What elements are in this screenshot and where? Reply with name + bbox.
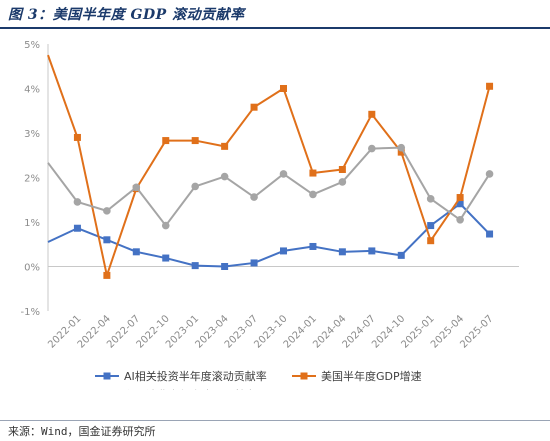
data-point (456, 200, 464, 208)
legend: AI相关投资半年度滚动贡献率 美国半年度GDP增速私人消费半年度滚动贡献率 (95, 369, 422, 390)
legend-label: AI相关投资半年度滚动贡献率 (124, 369, 267, 383)
series-2 (47, 54, 494, 279)
series-line (47, 202, 491, 268)
data-point (162, 137, 170, 145)
data-point (280, 247, 287, 255)
data-point (397, 148, 405, 156)
y-tick-label: 2% (24, 174, 40, 185)
data-point (221, 142, 229, 150)
data-point (191, 137, 199, 145)
data-point (309, 190, 317, 199)
y-tick-label: 5% (24, 40, 40, 51)
data-point (368, 247, 376, 255)
data-point (456, 194, 464, 202)
data-point (73, 224, 81, 232)
data-point (162, 254, 170, 262)
series-1 (47, 200, 494, 270)
data-point (250, 259, 258, 267)
series-layer (47, 54, 494, 279)
y-tick-label: 0% (24, 263, 40, 274)
data-point (338, 165, 346, 173)
data-point (485, 170, 494, 178)
series-line (47, 146, 491, 227)
data-point (280, 85, 287, 92)
y-tick-label: -1% (21, 307, 40, 318)
data-point (132, 183, 141, 192)
y-tick-label: 1% (24, 218, 40, 229)
data-point (309, 169, 317, 177)
data-point (73, 133, 81, 141)
legend-item: AI相关投资半年度滚动贡献率 (95, 369, 267, 383)
data-point (103, 236, 111, 244)
line-chart: -1% 0% 1% 2% 3% 4% 5% 2022-012022-042022-07202… (21, 40, 519, 390)
data-point (103, 207, 111, 215)
data-point (191, 262, 199, 270)
data-point (338, 248, 346, 256)
legend-swatch-marker (103, 372, 111, 380)
data-point (338, 178, 347, 186)
data-point (456, 215, 464, 224)
data-point (309, 242, 317, 250)
data-point (486, 82, 494, 90)
figure-title: 图 3：美国半年度 GDP 滚动贡献率 (8, 7, 245, 23)
data-point (279, 170, 288, 178)
data-point (191, 182, 199, 191)
y-axis: -1% 0% 1% 2% 3% 4% 5% (21, 40, 49, 318)
x-axis: 2022-012022-042022-072022-102023-012023-… (46, 266, 519, 351)
data-point (368, 110, 376, 118)
data-point (486, 230, 494, 238)
legend-swatch-marker (300, 372, 308, 380)
data-point (427, 222, 435, 230)
y-tick-label: 4% (24, 85, 40, 96)
data-point (427, 237, 435, 245)
title-rule (0, 27, 550, 29)
legend-label: 私人消费半年度滚动贡献率 (124, 388, 256, 390)
data-point (132, 248, 140, 256)
data-point (161, 221, 170, 230)
series-line (47, 54, 491, 277)
data-point (397, 143, 406, 152)
data-point (220, 172, 229, 181)
data-point (250, 193, 258, 201)
data-point (250, 103, 258, 111)
data-point (221, 263, 229, 270)
legend-item: 私人消费半年度滚动贡献率 (124, 388, 256, 390)
series-3 (47, 143, 494, 230)
legend-label: 美国半年度GDP增速 (321, 369, 422, 383)
legend-item: 美国半年度GDP增速 (292, 369, 422, 383)
data-point (368, 144, 376, 153)
bottom-rule (0, 420, 550, 421)
data-point (103, 271, 111, 279)
data-point (426, 195, 435, 203)
data-point (73, 198, 82, 206)
source-note: 来源：Wind，国金证券研究所 (8, 425, 156, 438)
data-point (397, 251, 405, 259)
y-tick-label: 3% (24, 129, 40, 140)
